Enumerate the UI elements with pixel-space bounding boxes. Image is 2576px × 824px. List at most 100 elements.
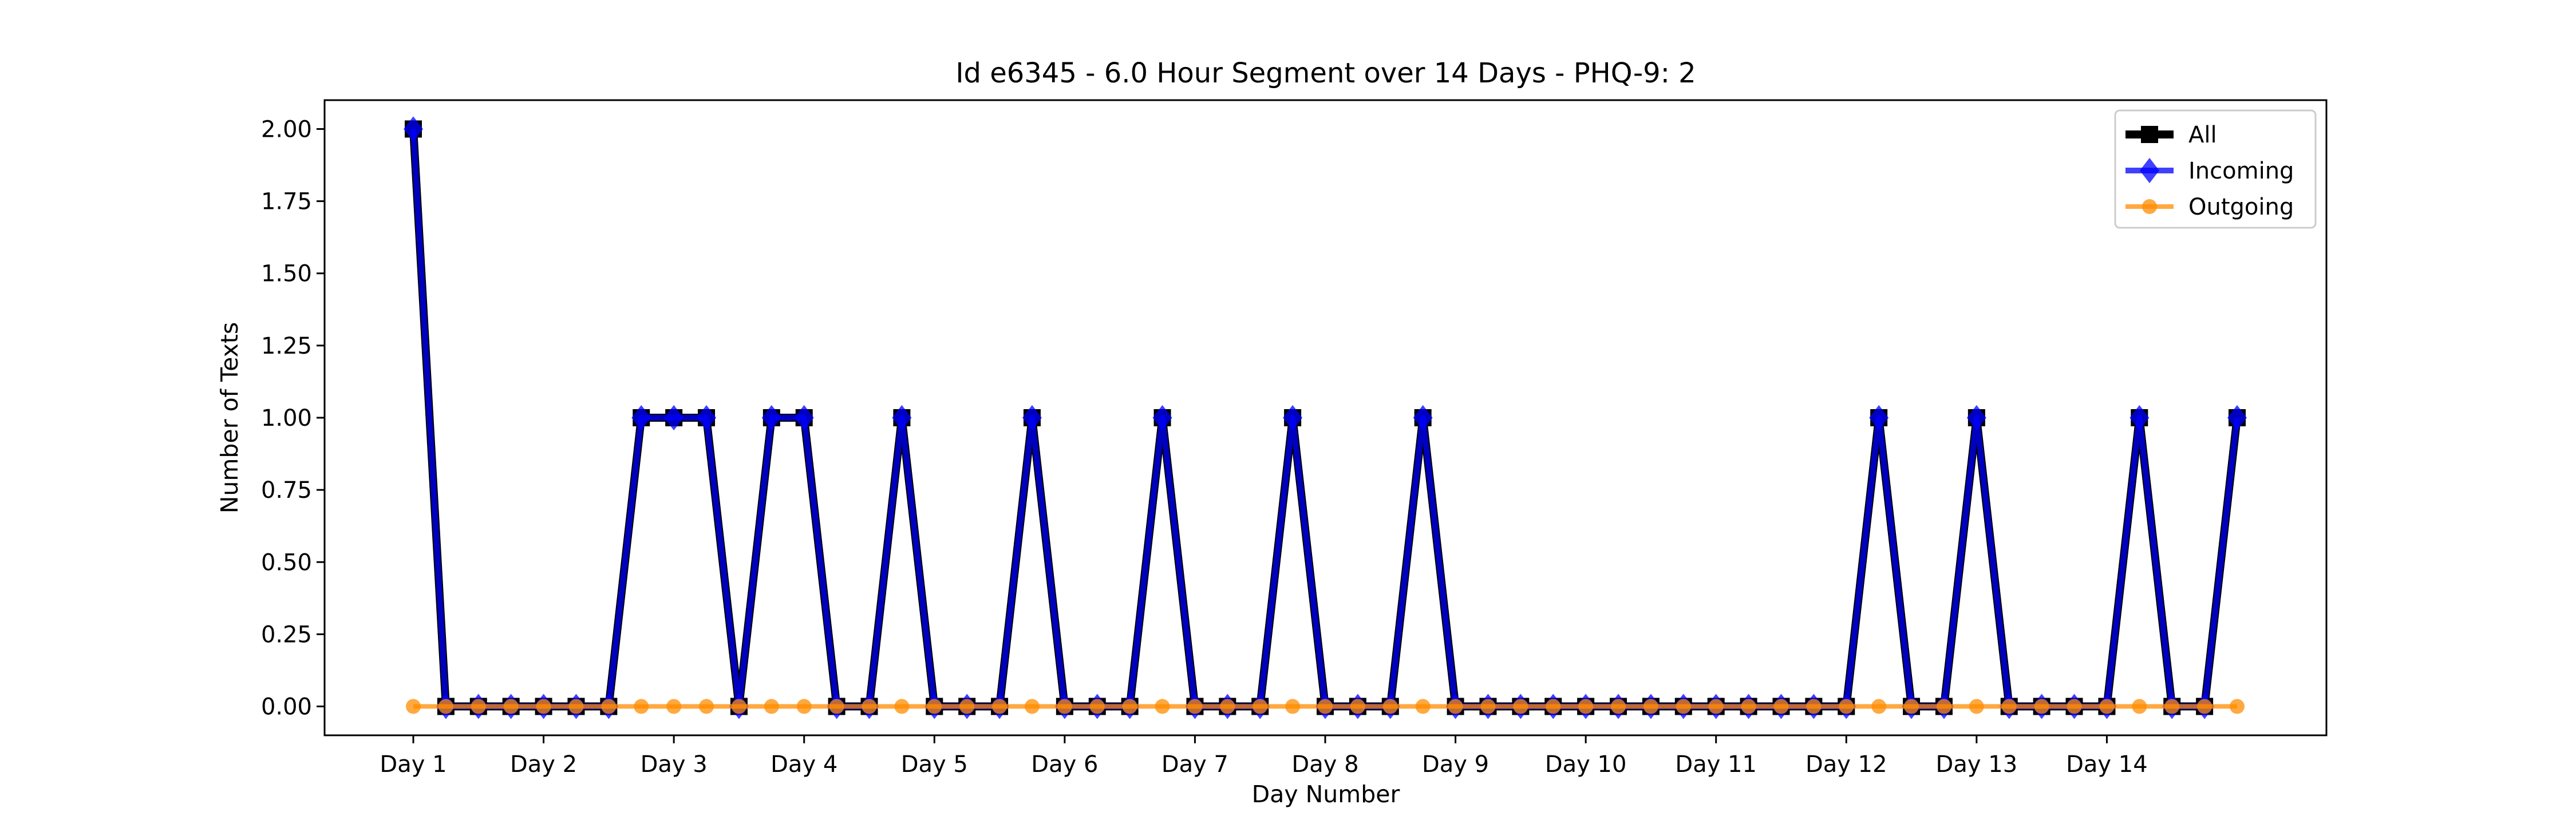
y-tick-label: 0.00 — [261, 694, 312, 720]
data-point — [1122, 699, 1137, 714]
data-point — [1220, 699, 1235, 714]
data-point — [892, 405, 912, 431]
plot-area — [404, 116, 2247, 719]
data-point — [1546, 699, 1561, 714]
data-point — [2142, 199, 2157, 214]
data-point — [1350, 699, 1365, 714]
data-point — [1643, 699, 1658, 714]
data-point — [1155, 699, 1170, 714]
x-tick-label: Day 12 — [1805, 751, 1887, 778]
data-point — [1513, 699, 1528, 714]
data-point — [1806, 699, 1822, 714]
data-point — [2230, 699, 2245, 714]
data-point — [406, 699, 421, 714]
data-point — [1382, 699, 1398, 714]
y-tick-label: 1.00 — [261, 405, 312, 431]
data-point — [1676, 699, 1691, 714]
data-point — [471, 699, 486, 714]
data-point — [1871, 699, 1887, 714]
data-point — [631, 405, 651, 431]
data-point — [438, 699, 453, 714]
data-point — [1415, 699, 1431, 714]
data-point — [1578, 699, 1594, 714]
y-tick-label: 1.75 — [261, 189, 312, 215]
data-point — [1152, 405, 1172, 431]
x-tick-label: Day 7 — [1161, 751, 1228, 778]
data-point — [666, 699, 682, 714]
data-point — [1022, 405, 1042, 431]
data-point — [829, 699, 844, 714]
data-point — [992, 699, 1008, 714]
data-point — [601, 699, 617, 714]
data-point — [2197, 699, 2212, 714]
data-point — [1024, 699, 1040, 714]
data-point — [796, 699, 812, 714]
data-point — [2132, 699, 2147, 714]
legend-item: All — [2125, 122, 2217, 148]
y-axis: 0.00 0.25 0.50 0.75 1.00 1.25 1.50 1.75 2.00 — [261, 116, 325, 720]
data-point — [697, 405, 717, 431]
data-point — [731, 699, 746, 714]
data-point — [761, 405, 781, 431]
y-tick-label: 0.50 — [261, 549, 312, 576]
legend: All Incoming Outgoing — [2114, 109, 2317, 229]
y-tick-label: 1.50 — [261, 261, 312, 287]
y-tick-label: 0.75 — [261, 477, 312, 504]
legend-item: Incoming — [2125, 157, 2294, 184]
data-point — [1741, 699, 1756, 714]
data-point — [2140, 157, 2159, 184]
data-point — [1448, 699, 1463, 714]
data-point — [664, 405, 684, 431]
data-point — [1969, 699, 1984, 714]
data-point — [2099, 699, 2115, 714]
data-point — [1283, 405, 1303, 431]
data-point — [2141, 126, 2158, 143]
x-tick-label: Day 11 — [1675, 751, 1757, 778]
data-point — [1869, 405, 1889, 431]
data-point — [699, 699, 714, 714]
data-point — [503, 699, 519, 714]
data-point — [568, 699, 584, 714]
data-point — [1966, 405, 1986, 431]
legend-label: All — [2188, 122, 2217, 148]
x-tick-label: Day 14 — [2066, 751, 2148, 778]
x-tick-label: Day 6 — [1031, 751, 1098, 778]
series-outgoing — [406, 699, 2245, 714]
data-point — [1089, 699, 1105, 714]
y-tick-label: 1.25 — [261, 333, 312, 359]
data-point — [1413, 405, 1433, 431]
data-point — [894, 699, 910, 714]
x-tick-label: Day 13 — [1936, 751, 2018, 778]
data-point — [1187, 699, 1203, 714]
data-point — [404, 116, 423, 142]
legend-item: Outgoing — [2125, 194, 2294, 220]
data-point — [1839, 699, 1854, 714]
data-point — [794, 405, 814, 431]
data-point — [1253, 699, 1268, 714]
data-point — [1773, 699, 1789, 714]
data-point — [2001, 699, 2017, 714]
y-tick-label: 0.25 — [261, 621, 312, 648]
data-point — [2164, 699, 2180, 714]
data-point — [1480, 699, 1496, 714]
chart-title: Id e6345 - 6.0 Hour Segment over 14 Days… — [955, 57, 1696, 89]
data-point — [1708, 699, 1724, 714]
data-point — [862, 699, 877, 714]
data-point — [1285, 699, 1301, 714]
x-tick-label: Day 1 — [380, 751, 447, 778]
legend-label: Incoming — [2188, 158, 2294, 184]
x-tick-label: Day 9 — [1422, 751, 1489, 778]
data-point — [536, 699, 551, 714]
data-point — [1318, 699, 1333, 714]
data-point — [959, 699, 975, 714]
data-point — [2034, 699, 2049, 714]
data-point — [2227, 405, 2247, 431]
data-point — [764, 699, 779, 714]
legend-label: Outgoing — [2188, 194, 2294, 220]
data-point — [1611, 699, 1626, 714]
x-tick-label: Day 8 — [1291, 751, 1358, 778]
data-point — [927, 699, 942, 714]
y-tick-label: 2.00 — [261, 116, 312, 142]
plot-frame — [323, 99, 2328, 736]
data-point — [2129, 405, 2150, 431]
